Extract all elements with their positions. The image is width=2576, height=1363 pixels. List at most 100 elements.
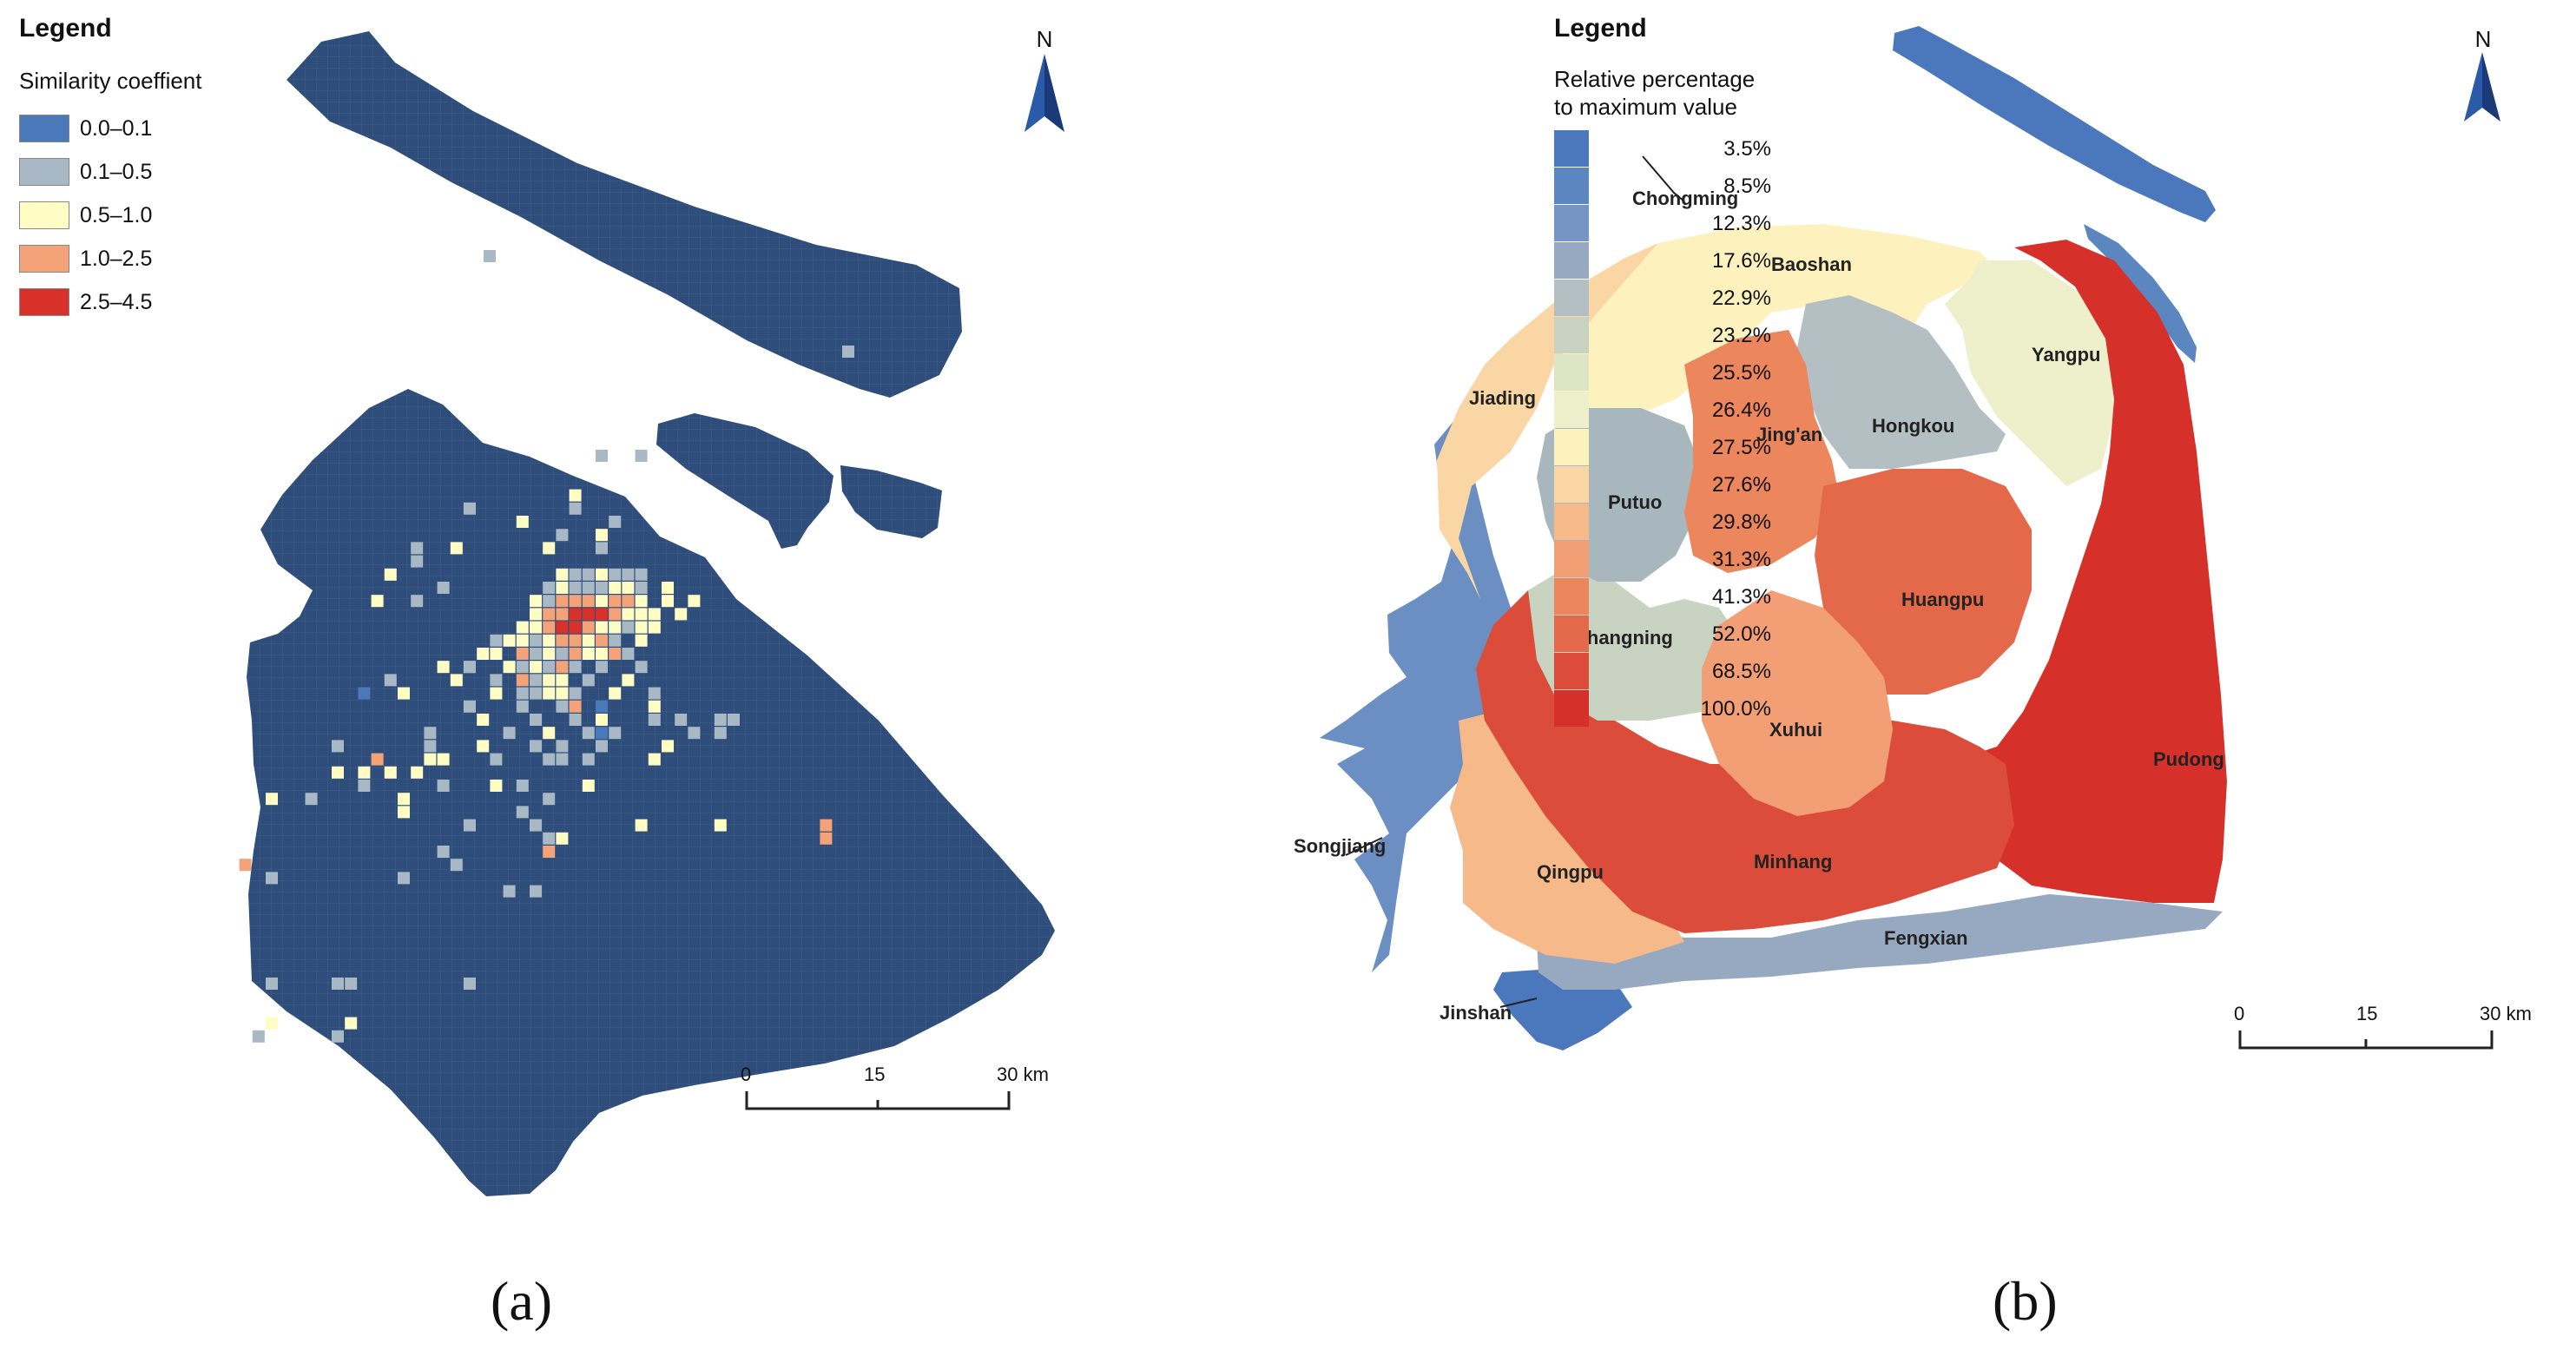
grid-cell	[345, 1017, 358, 1030]
grid-cell	[450, 859, 463, 872]
grid-cell	[648, 753, 661, 766]
legend-label: 17.6%	[1711, 249, 1771, 273]
district-jingan	[1684, 330, 1841, 573]
grid-cell	[503, 727, 516, 740]
district-yangpu	[1945, 260, 2114, 486]
grid-cell	[596, 727, 608, 740]
district-xuhui	[1702, 590, 1893, 816]
grid-cell	[305, 793, 318, 806]
leader-line-chongming	[1642, 155, 1685, 202]
grid-cell	[635, 450, 648, 462]
grid-cell	[424, 740, 437, 753]
grid-cell	[675, 714, 688, 726]
legend-label: 27.5%	[1711, 436, 1771, 459]
legend-subtitle-b-1: Relative percentage	[1554, 66, 1756, 92]
grid-cell	[464, 700, 476, 713]
grid-cell	[530, 608, 542, 621]
caption-b: (b)	[1993, 1270, 2058, 1332]
grid-cell	[556, 740, 569, 753]
grid-cell	[358, 766, 371, 779]
legend-label: 0.1–0.5	[80, 159, 153, 184]
legend-swatch	[1554, 578, 1589, 615]
grid-cell	[530, 885, 542, 898]
grid-cell	[569, 700, 582, 713]
grid-cell	[556, 595, 569, 608]
grid-cell	[398, 793, 410, 806]
grid-cell	[609, 608, 622, 621]
grid-cell	[569, 648, 582, 660]
grid-cell	[582, 727, 595, 740]
grid-cell	[556, 674, 569, 687]
grid-cell	[556, 832, 569, 845]
legend-swatch	[1554, 242, 1589, 279]
grid-cell	[596, 714, 608, 726]
grid-map-a	[239, 31, 1055, 1196]
legend-item-a: 2.5–4.5	[19, 286, 152, 318]
grid-cell	[332, 766, 344, 779]
grid-cell	[543, 595, 556, 608]
district-minhang	[1476, 590, 2014, 933]
grid-cell	[635, 661, 648, 674]
grid-cell	[556, 529, 569, 542]
grid-cell	[239, 859, 252, 872]
grid-cell	[411, 766, 424, 779]
grid-cell	[596, 450, 608, 462]
legend-item-a: 0.5–1.0	[19, 200, 152, 231]
legend-label: 52.0%	[1711, 622, 1771, 646]
district-label: Qingpu	[1537, 861, 1604, 883]
legend-swatch	[1554, 466, 1589, 503]
scale-bar-a	[745, 1091, 1011, 1110]
grid-cell	[569, 502, 582, 515]
legend-item-a: 1.0–2.5	[19, 243, 152, 274]
grid-cell	[622, 608, 635, 621]
grid-cell	[648, 714, 661, 726]
legend-label: 3.5%	[1723, 137, 1771, 161]
grid-cell	[556, 582, 569, 594]
grid-cell	[530, 648, 542, 660]
grid-cell	[609, 727, 622, 740]
legend-swatch	[19, 115, 69, 142]
grid-cell	[543, 687, 556, 700]
grid-cell	[266, 793, 278, 806]
district-label: Minhang	[1754, 851, 1832, 872]
grid-cell	[569, 489, 582, 502]
grid-cell	[596, 568, 608, 581]
grid-cell	[516, 648, 529, 660]
district-label: Jinshan	[1440, 1002, 1512, 1024]
grid-cell	[371, 753, 384, 766]
grid-cell	[384, 766, 397, 779]
legend-swatch	[1554, 205, 1589, 241]
grid-cell	[464, 978, 476, 990]
grid-cell	[543, 648, 556, 660]
legend-label: 0.5–1.0	[80, 202, 153, 227]
grid-cell	[556, 687, 569, 700]
legend-swatch	[19, 245, 69, 273]
grid-cell	[569, 634, 582, 647]
grid-cell	[490, 780, 503, 792]
legend-item-a: 0.0–0.1	[19, 113, 152, 144]
grid-cell	[516, 700, 529, 713]
grid-cell	[516, 806, 529, 819]
grid-cell	[543, 661, 556, 674]
grid-cell	[530, 740, 542, 753]
legend-label: 27.6%	[1711, 473, 1771, 497]
grid-cell	[569, 687, 582, 700]
scale-tick-0: 0	[741, 1063, 752, 1085]
grid-cell	[266, 872, 278, 885]
grid-cell	[556, 700, 569, 713]
legend-title-b: Legend	[1554, 14, 1647, 43]
grid-cell	[622, 568, 635, 581]
legend-label: 23.2%	[1711, 324, 1771, 347]
grid-cell	[450, 542, 463, 555]
grid-cell	[437, 582, 450, 594]
district-hongkou	[1797, 295, 2006, 469]
grid-cell	[411, 555, 424, 568]
grid-cell	[490, 674, 503, 687]
legend-subtitle-a: Similarity coeffient	[19, 68, 202, 94]
district-label: Chongming	[1632, 188, 1738, 209]
grid-cell	[398, 806, 410, 819]
grid-cell	[266, 1017, 278, 1030]
legend-label: 29.8%	[1711, 510, 1771, 534]
grid-cell	[384, 568, 397, 581]
grid-cell	[516, 687, 529, 700]
